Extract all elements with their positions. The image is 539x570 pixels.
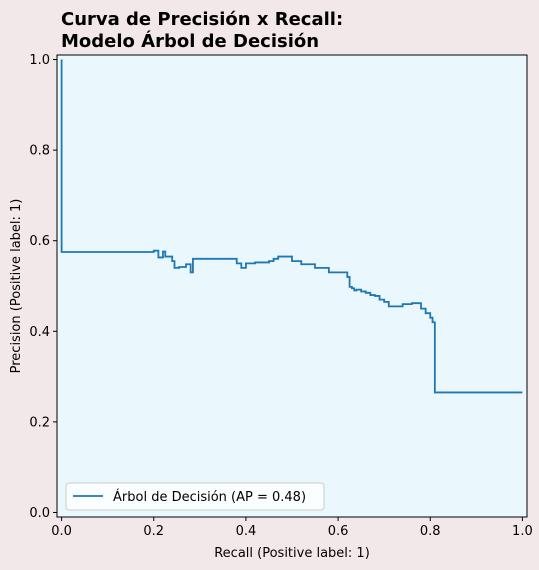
pr-curve-line — [60, 59, 523, 394]
y-tick-label: 0.0 — [29, 506, 50, 521]
y-tick-label: 0.4 — [29, 325, 50, 340]
chart-title-line-2: Modelo Árbol de Decisión — [61, 30, 319, 52]
legend-box — [65, 482, 325, 511]
legend: Árbol de Decisión (AP = 0.48) — [65, 482, 325, 511]
x-tick-label: 0.2 — [143, 524, 164, 539]
y-tick-label: 0.2 — [29, 415, 50, 430]
chart-title-line-1: Curva de Precisión x Recall: — [61, 9, 343, 30]
x-axis-ticks: 0.0 0.2 0.4 0.6 0.8 1.0 — [51, 517, 533, 539]
x-tick-label: 0.8 — [420, 524, 441, 539]
y-tick-label: 0.6 — [29, 234, 50, 249]
legend-label: Árbol de Decisión (AP = 0.48) — [113, 489, 306, 505]
y-tick-label: 0.8 — [29, 144, 50, 159]
y-axis-label: Precision (Positive label: 1) — [9, 199, 24, 374]
chart-marks — [60, 59, 523, 394]
y-tick-label: 1.0 — [29, 53, 50, 68]
x-tick-label: 1.0 — [512, 524, 533, 539]
plot-frame — [56, 54, 528, 518]
x-tick-label: 0.4 — [236, 524, 257, 539]
x-axis-label: Recall (Positive label: 1) — [214, 546, 370, 561]
x-tick-label: 0.6 — [328, 524, 349, 539]
y-axis-ticks: 0.0 0.2 0.4 0.6 0.8 1.0 — [29, 53, 57, 521]
x-tick-label: 0.0 — [51, 524, 72, 539]
plot-area — [57, 55, 527, 517]
